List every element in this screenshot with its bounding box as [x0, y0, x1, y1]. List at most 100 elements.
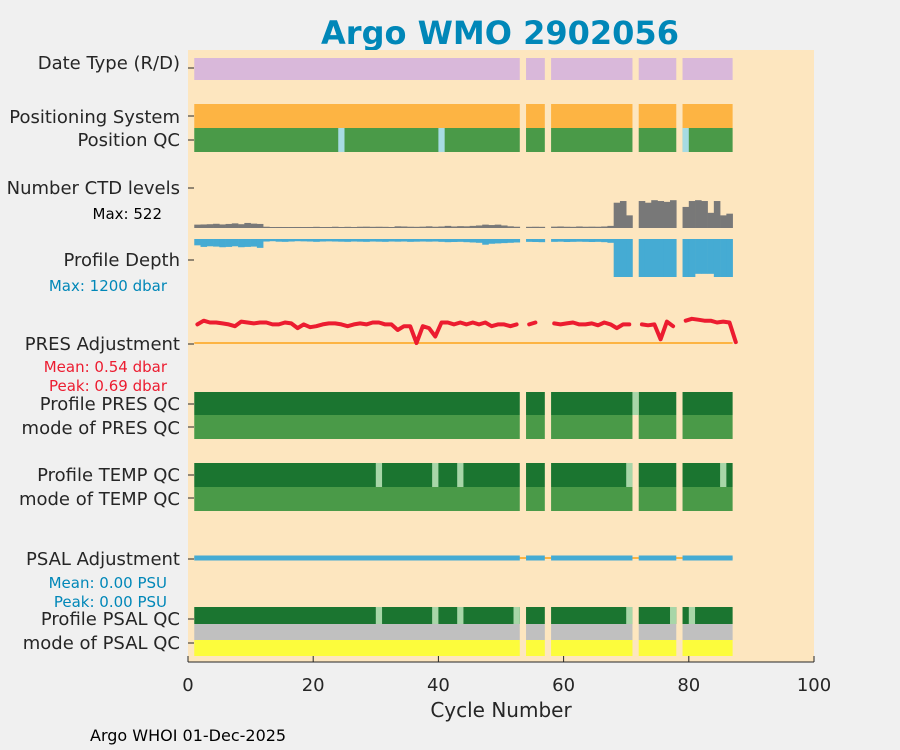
date-type-bar-segment-2 [526, 58, 545, 80]
date-type-bar-segment-1 [194, 58, 520, 80]
profile-depth-bar-4 [213, 239, 220, 247]
profile-depth-bar-34 [400, 239, 408, 242]
profile-depth-bar-51 [507, 239, 514, 243]
ctd-levels-bar-83 [707, 212, 715, 228]
profile-temp-qc-light-cell-70 [626, 463, 633, 487]
ctd-levels-bar-33 [394, 226, 402, 228]
mode-temp-qc-bar-segment-5 [682, 487, 733, 511]
pres-adjustment-line-2 [527, 320, 538, 327]
ctd-levels-bar-64 [588, 226, 596, 228]
profile-temp-qc-light-cell-43 [457, 463, 464, 487]
profile-depth-bar-31 [382, 239, 389, 242]
pres-adjustment-line-1 [195, 318, 519, 345]
row-label-profile-psal-qc: Profile PSAL QC [41, 609, 180, 630]
x-tick-label-100: 100 [797, 675, 831, 696]
profile-depth-bar-73 [644, 239, 652, 277]
profile-depth-bar-45 [469, 239, 477, 243]
ctd-levels-bar-68 [613, 202, 621, 228]
pres-mean-annotation: Mean: 0.54 dbar [44, 358, 168, 376]
ctd-levels-bar-21 [319, 227, 327, 228]
positioning-bar-segment-2 [526, 104, 545, 128]
position-qc-bar-segment-5 [682, 128, 733, 152]
ctd-levels-bar-5 [219, 224, 226, 228]
ctd-levels-bar-29 [369, 226, 377, 228]
position-qc-missing-cell-79 [682, 128, 689, 152]
profile-psal-qc-light-cell-80 [688, 607, 696, 624]
profile-depth-bar-18 [300, 239, 308, 242]
ctd-levels-bar-40 [438, 226, 445, 228]
ctd-levels-bar-65 [594, 226, 602, 228]
ctd-levels-bar-77 [670, 200, 677, 228]
profile-depth-bar-23 [331, 239, 339, 242]
profile-depth-bar-59 [557, 239, 564, 242]
ctd-levels-bar-20 [313, 226, 320, 228]
ctd-levels-bar-2 [200, 224, 208, 228]
ctd-levels-bar-31 [382, 226, 389, 228]
row-label-positioning: Positioning System [9, 107, 180, 128]
ctd-levels-bar-66 [601, 226, 608, 228]
profile-depth-bar-54 [526, 239, 533, 242]
profile-depth-bar-35 [407, 239, 414, 242]
profile-depth-bar-8 [238, 239, 245, 248]
ctd-levels-bar-46 [475, 225, 483, 228]
profile-psal-qc-light-cell-70 [626, 607, 633, 624]
profile-depth-bar-77 [670, 239, 677, 277]
profile-depth-bar-38 [425, 239, 433, 242]
profile-psal-qc-bar-segment-4 [638, 607, 677, 624]
ctd-levels-bar-32 [388, 226, 395, 228]
ctd-levels-bar-61 [569, 226, 577, 228]
profile-depth-bar-50 [501, 239, 508, 244]
ctd-max-annotation: Max: 522 [93, 205, 162, 223]
mode-pres-qc-bar-segment-2 [526, 415, 545, 439]
x-tick-label-0: 0 [182, 675, 193, 696]
pres-peak-annotation: Peak: 0.69 dbar [49, 377, 168, 395]
profile-depth-bar-13 [269, 239, 276, 242]
mode-pres-qc-bar-segment-5 [682, 415, 733, 439]
x-tick-label-80: 80 [677, 675, 700, 696]
row-label-mode-pres-qc: mode of PRES QC [22, 418, 180, 439]
profile-depth-bar-12 [263, 239, 270, 242]
profile-temp-qc-bar-segment-1 [194, 463, 520, 487]
position-qc-missing-cell-40 [438, 128, 445, 152]
ctd-levels-bar-24 [338, 226, 345, 228]
ctd-levels-bar-59 [557, 226, 564, 228]
profile-depth-bar-47 [482, 239, 489, 245]
profile-depth-bar-49 [494, 239, 502, 244]
ctd-levels-bar-4 [213, 223, 220, 228]
positioning-bar-segment-3 [551, 104, 633, 128]
x-axis-label: Cycle Number [430, 698, 572, 722]
profile-depth-bar-27 [357, 239, 364, 242]
ctd-levels-bar-72 [638, 201, 646, 228]
mode-pres-qc-bar-segment-4 [638, 415, 677, 439]
profile-temp-qc-light-cell-85 [720, 463, 727, 487]
ctd-levels-bar-35 [407, 226, 414, 228]
profile-pres-qc-bar-segment-1 [194, 392, 520, 415]
row-label-position-qc: Position QC [77, 130, 180, 151]
ctd-levels-bar-39 [432, 226, 439, 228]
ctd-levels-bar-52 [513, 226, 521, 228]
ctd-levels-bar-12 [263, 226, 270, 228]
ctd-levels-bar-38 [425, 226, 433, 228]
ctd-levels-bar-85 [720, 215, 727, 228]
profile-depth-bar-11 [256, 239, 264, 248]
ctd-levels-bar-30 [375, 226, 383, 228]
ctd-levels-bar-6 [225, 223, 233, 228]
mode-temp-qc-bar-segment-2 [526, 487, 545, 511]
profile-depth-bar-10 [250, 239, 258, 247]
ctd-levels-bar-60 [563, 226, 571, 228]
x-tick-label-60: 60 [552, 675, 575, 696]
profile-temp-qc-bar-segment-2 [526, 463, 545, 487]
profile-depth-bar-70 [626, 239, 633, 277]
profile-depth-bar-32 [388, 239, 395, 242]
profile-depth-bar-76 [663, 239, 671, 277]
profile-depth-bar-60 [563, 239, 571, 243]
depth-max-annotation: Max: 1200 dbar [49, 277, 168, 295]
profile-depth-bar-6 [225, 239, 233, 247]
profile-depth-bar-63 [582, 239, 589, 242]
mode-psal-qc-yellow-bar-segment-2 [526, 640, 545, 656]
profile-depth-bar-44 [463, 239, 470, 243]
ctd-levels-bar-25 [344, 226, 352, 228]
ctd-levels-bar-69 [619, 201, 627, 228]
ctd-levels-bar-23 [331, 226, 339, 228]
